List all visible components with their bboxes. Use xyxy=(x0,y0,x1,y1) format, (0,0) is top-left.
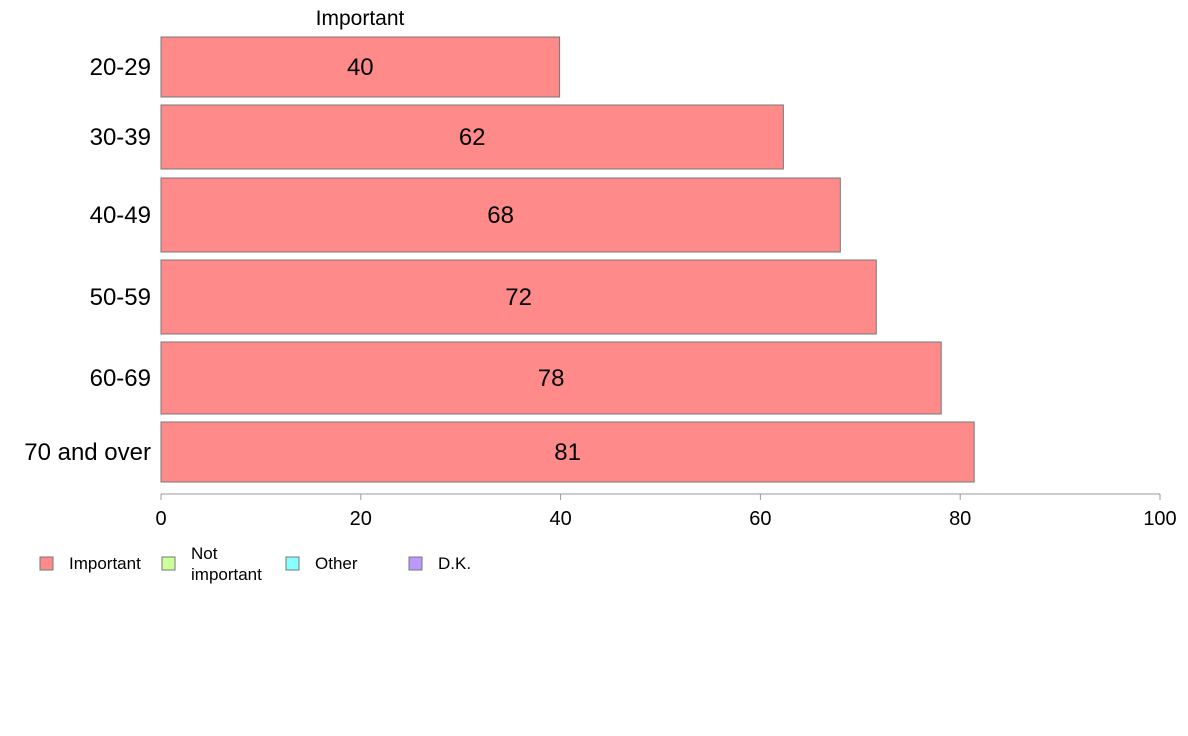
data-label: 68 xyxy=(487,202,514,229)
category-label: 30-39 xyxy=(90,124,151,151)
legend-swatch xyxy=(285,556,300,571)
x-tick-label: 60 xyxy=(749,508,771,530)
data-label: 81 xyxy=(554,439,581,466)
legend-label: Other xyxy=(315,554,358,573)
data-label: 40 xyxy=(347,54,374,81)
category-label: 20-29 xyxy=(90,54,151,81)
legend-swatch xyxy=(161,556,176,571)
category-label: 40-49 xyxy=(90,202,151,229)
x-tick-label: 20 xyxy=(350,508,372,530)
bars-group: 20-29 40 30-39 62 40-49 68 50-59 72 60-69 78 70 an… xyxy=(24,36,975,483)
data-label: 62 xyxy=(459,124,486,151)
x-tick-label: 80 xyxy=(949,508,971,530)
legend: Important Not important Other D.K. xyxy=(39,544,471,584)
legend-label: Not important xyxy=(191,544,262,584)
data-label: 72 xyxy=(505,284,532,311)
data-label: 78 xyxy=(538,365,565,392)
x-tick-label: 100 xyxy=(1143,508,1176,530)
category-label: 50-59 xyxy=(90,284,151,311)
column-header: Important xyxy=(316,7,405,30)
legend-swatch xyxy=(39,556,54,571)
x-axis: 0 20 40 60 80 100 xyxy=(155,493,1177,530)
x-tick-label: 40 xyxy=(549,508,571,530)
legend-label: D.K. xyxy=(438,554,471,573)
bar xyxy=(160,36,561,98)
bar xyxy=(160,104,784,170)
bar xyxy=(160,341,942,415)
bar xyxy=(160,259,877,335)
x-tick-label: 0 xyxy=(155,508,166,530)
category-label: 60-69 xyxy=(90,365,151,392)
bar xyxy=(160,421,975,483)
bar xyxy=(160,177,841,253)
legend-label: Important xyxy=(69,554,141,573)
legend-swatch xyxy=(408,556,423,571)
category-label: 70 and over xyxy=(24,439,151,466)
